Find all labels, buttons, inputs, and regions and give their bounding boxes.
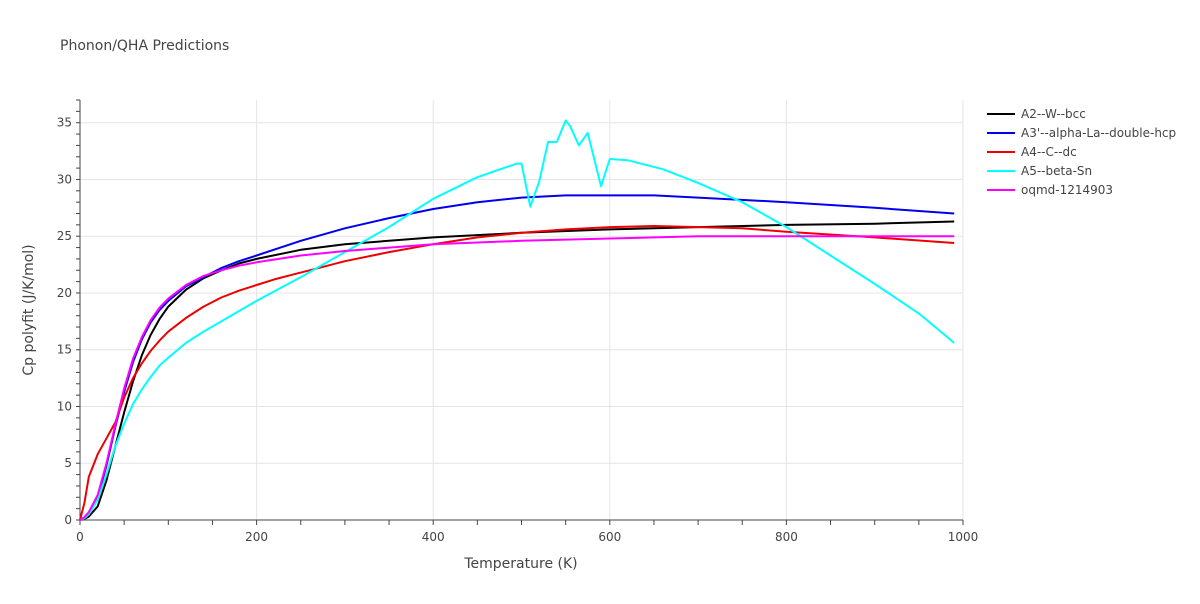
y-tick-label: 35	[57, 116, 72, 130]
y-tick-label: 15	[57, 343, 72, 357]
legend-label: oqmd-1214903	[1021, 183, 1113, 197]
legend-item[interactable]: oqmd-1214903	[987, 183, 1113, 197]
y-tick-label: 20	[57, 286, 72, 300]
x-tick-label: 600	[598, 530, 621, 544]
legend-item[interactable]: A3'--alpha-La--double-hcp	[987, 126, 1176, 140]
chart-title: Phonon/QHA Predictions	[60, 38, 229, 54]
x-tick-label: 800	[775, 530, 798, 544]
series-lines	[79, 119, 955, 521]
series-line-2	[79, 225, 955, 521]
y-tick-label: 5	[64, 456, 72, 470]
legend: A2--W--bcc A3'--alpha-La--double-hcp A4--C…	[987, 107, 1176, 197]
legend-item[interactable]: A2--W--bcc	[987, 107, 1086, 121]
x-tick-label: 0	[76, 530, 84, 544]
legend-label: A4--C--dc	[1021, 145, 1077, 159]
y-axis-label: Cp polyfit (J/K/mol)	[21, 244, 37, 375]
legend-label: A2--W--bcc	[1021, 107, 1086, 121]
axes: 0 200 400 600 800 1000 0 5 10 15 20 25 30 35	[57, 99, 979, 544]
legend-label: A3'--alpha-La--double-hcp	[1021, 126, 1176, 140]
x-axis-label: Temperature (K)	[463, 556, 577, 572]
series-line-4	[79, 235, 955, 521]
legend-item[interactable]: A5--beta-Sn	[987, 164, 1092, 178]
x-tick-label: 400	[422, 530, 445, 544]
legend-item[interactable]: A4--C--dc	[987, 145, 1077, 159]
y-tick-label: 25	[57, 229, 72, 243]
y-tick-label: 30	[57, 172, 72, 186]
x-tick-label: 1000	[948, 530, 979, 544]
series-line-0	[79, 220, 955, 521]
y-tick-label: 10	[57, 399, 72, 413]
y-tick-label: 0	[64, 513, 72, 527]
series-line-3	[79, 119, 955, 521]
legend-label: A5--beta-Sn	[1021, 164, 1092, 178]
x-tick-label: 200	[245, 530, 268, 544]
series-line-1	[79, 194, 955, 521]
